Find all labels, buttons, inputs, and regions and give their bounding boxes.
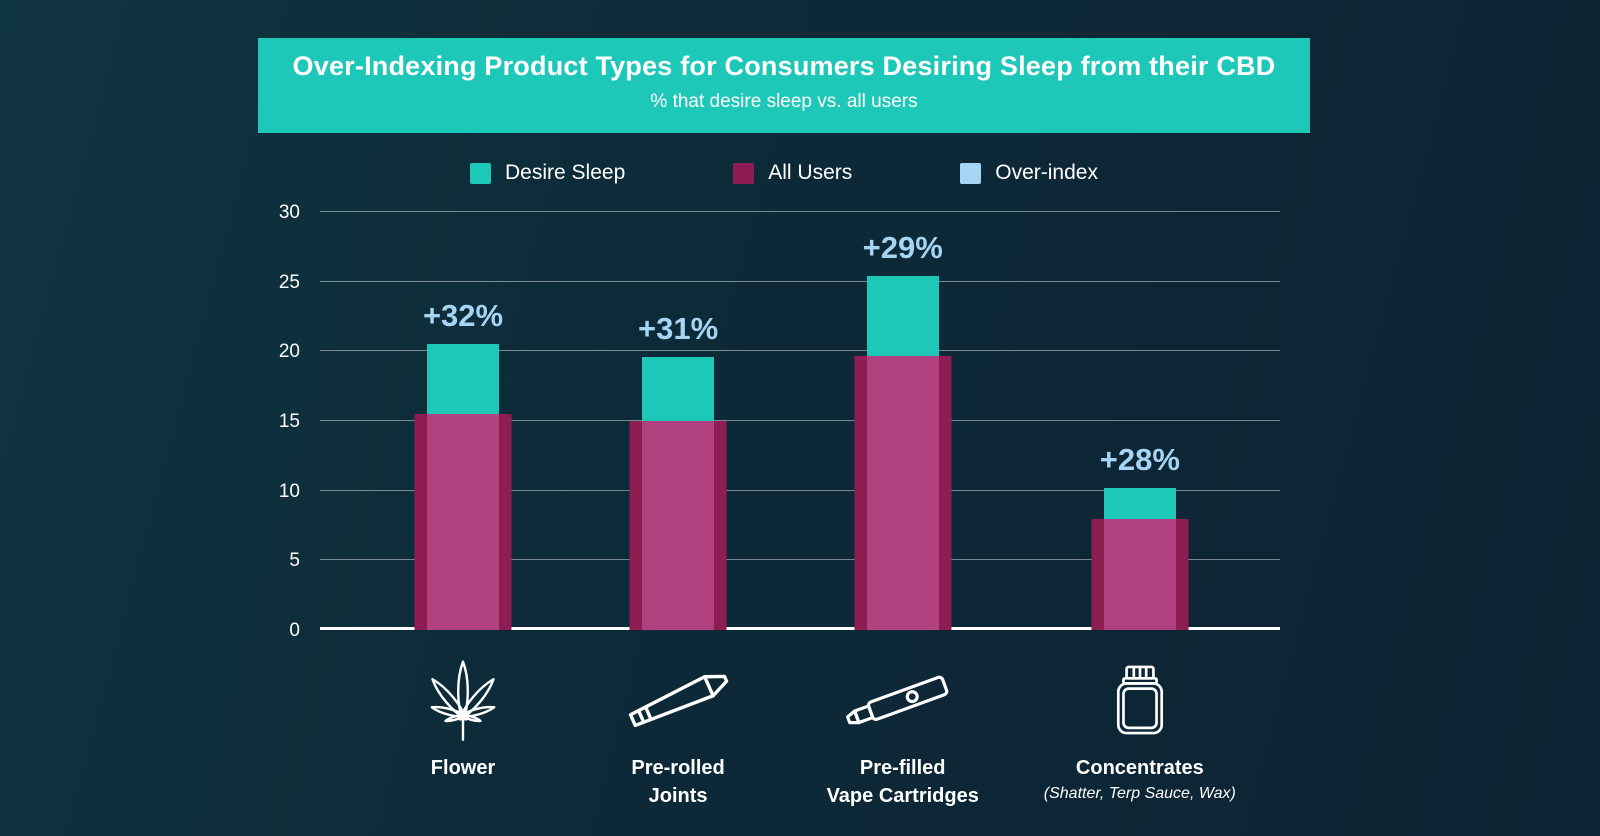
gridline — [320, 420, 1280, 421]
category-flower: Flower — [323, 652, 603, 782]
category-label: Concentrates — [1075, 757, 1204, 779]
bar-overlap-region — [866, 355, 939, 630]
category-pre-rolled-joints: Pre-rolled Joints — [538, 652, 818, 810]
chart-subtitle: % that desire sleep vs. all users — [650, 91, 918, 112]
category-label: Pre-filled Vape Cartridges — [826, 757, 979, 807]
y-axis-tick-label: 30 — [278, 202, 300, 223]
legend-label: Desire Sleep — [505, 161, 626, 184]
pre-rolled-joint-icon — [626, 663, 730, 737]
category-concentrates: Concentrates (Shatter, Terp Sauce, Wax) — [1000, 652, 1280, 803]
y-axis-tick-label: 5 — [289, 550, 300, 572]
y-axis-tick-label: 15 — [278, 411, 300, 432]
legend-item-desire-sleep: Desire Sleep — [470, 161, 625, 185]
cannabis-leaf-icon — [423, 656, 503, 744]
legend-item-over-index: Over-index — [960, 161, 1098, 185]
chart-legend: Desire Sleep All Users Over-index — [258, 161, 1310, 185]
y-axis-tick-label: 25 — [278, 271, 300, 293]
legend-swatch-all-users — [733, 162, 755, 184]
over-index-label: +31% — [638, 310, 719, 346]
legend-item-all-users: All Users — [733, 161, 852, 185]
gridline — [320, 211, 1280, 212]
plot-area: 0 5 10 15 20 25 30 +32% Flower +31% Pre-rolled Join… — [279, 202, 1280, 807]
gridline — [320, 559, 1280, 561]
category-pre-filled-vape-cartridges: Pre-filled Vape Cartridges — [763, 652, 1043, 810]
y-axis-tick-label: 20 — [278, 341, 300, 363]
chart-title: Over-Indexing Product Types for Consumer… — [292, 51, 1276, 81]
chart-header-banner: Over-Indexing Product Types for Consumer… — [258, 38, 1310, 133]
over-index-label: +29% — [862, 230, 943, 266]
category-label: Flower — [430, 757, 496, 779]
category-sublabel: (Shatter, Terp Sauce, Wax) — [1043, 785, 1236, 802]
legend-label: All Users — [768, 161, 853, 184]
legend-label: Over-index — [995, 161, 1098, 184]
concentrate-jar-icon — [1109, 660, 1171, 740]
bar-overlap-region — [427, 414, 500, 630]
vape-pen-icon — [844, 668, 962, 732]
legend-swatch-desire-sleep — [470, 162, 492, 184]
y-axis-tick-label: 0 — [289, 620, 300, 641]
over-index-label: +28% — [1099, 441, 1180, 477]
legend-swatch-over-index — [960, 162, 982, 184]
category-icon-box — [1000, 652, 1280, 748]
x-axis-baseline — [320, 627, 1280, 630]
gridline — [320, 350, 1280, 352]
bar-overlap-region — [642, 421, 715, 630]
gridline — [320, 280, 1280, 282]
gridline — [320, 489, 1280, 491]
bar-overlap-region — [1103, 518, 1176, 630]
category-label: Pre-rolled Joints — [631, 757, 725, 807]
over-index-label: +32% — [422, 298, 504, 334]
y-axis-tick-label: 10 — [278, 480, 300, 502]
